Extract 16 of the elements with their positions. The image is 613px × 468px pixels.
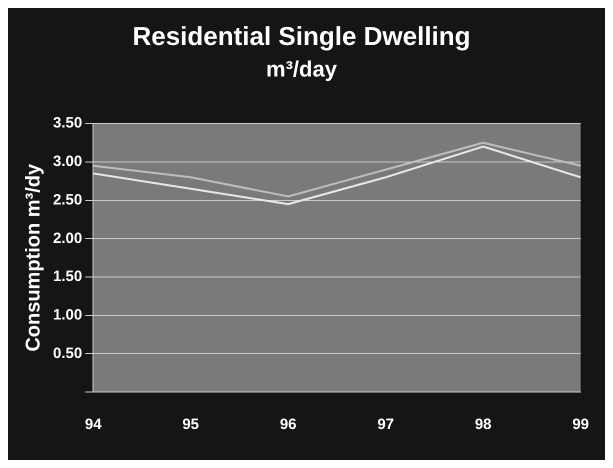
y-tick-label: 3.00 <box>52 153 82 170</box>
y-tick-label: 1.50 <box>52 268 82 286</box>
x-tick-label: 97 <box>377 416 394 434</box>
x-tick-label: 99 <box>572 416 589 434</box>
y-tick-label: 0.50 <box>52 344 82 362</box>
x-tick-label: 98 <box>474 416 492 434</box>
x-tick-label: 95 <box>182 416 200 434</box>
y-tick-label: 1.00 <box>52 306 82 324</box>
y-tick-label: 3.50 <box>52 114 82 132</box>
y-tick-label: 2.00 <box>52 230 82 247</box>
chart-subtitle: m³/day <box>266 56 338 82</box>
x-tick-label: 94 <box>84 416 102 434</box>
x-tick-label: 96 <box>280 416 297 434</box>
y-tick-label: 2.50 <box>52 191 82 208</box>
chart-title: Residential Single Dwelling <box>132 20 471 51</box>
y-axis-title: Consumption m³/dy <box>22 163 45 352</box>
